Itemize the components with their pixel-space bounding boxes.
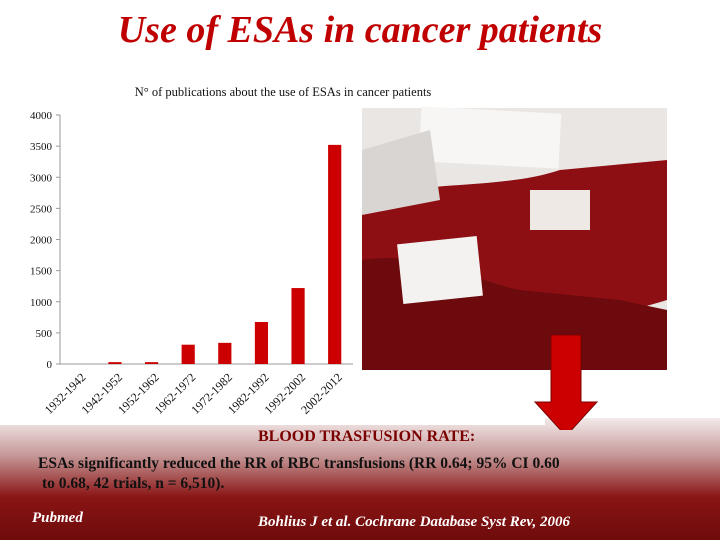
- bar: [144, 362, 159, 364]
- summary-line: to 0.68, 42 trials, n = 6,510).: [42, 475, 225, 492]
- chart-title: N° of publications about the use of ESAs…: [135, 85, 432, 99]
- photo: [362, 106, 667, 370]
- bar: [108, 362, 122, 364]
- chart: N° of publications about the use of ESAs…: [30, 85, 667, 430]
- slide-title: Use of ESAs in cancer patients: [117, 9, 603, 51]
- y-tick-label: 1500: [30, 266, 53, 278]
- y-tick-label: 1000: [30, 297, 53, 309]
- y-tick-label: 0: [47, 359, 53, 371]
- y-tick-label: 3000: [30, 172, 53, 184]
- source: Pubmed: [32, 510, 83, 526]
- citation: Bohlius J et al. Cochrane Database Syst …: [258, 514, 570, 530]
- y-tick-label: 500: [36, 328, 53, 340]
- bar: [218, 342, 232, 364]
- footer-band: [0, 418, 720, 540]
- bar: [181, 344, 195, 364]
- y-tick-label: 3500: [30, 141, 53, 153]
- bar: [254, 321, 269, 364]
- bar: [291, 288, 305, 364]
- arrow: [533, 334, 599, 430]
- summary-line: ESAs significantly reduced the RR of RBC…: [38, 455, 560, 472]
- y-tick-label: 2500: [30, 203, 53, 215]
- y-tick-label: 4000: [30, 110, 53, 122]
- bar: [328, 144, 342, 364]
- summary-heading: BLOOD TRASFUSION RATE:: [258, 428, 476, 445]
- y-tick-label: 2000: [30, 235, 53, 247]
